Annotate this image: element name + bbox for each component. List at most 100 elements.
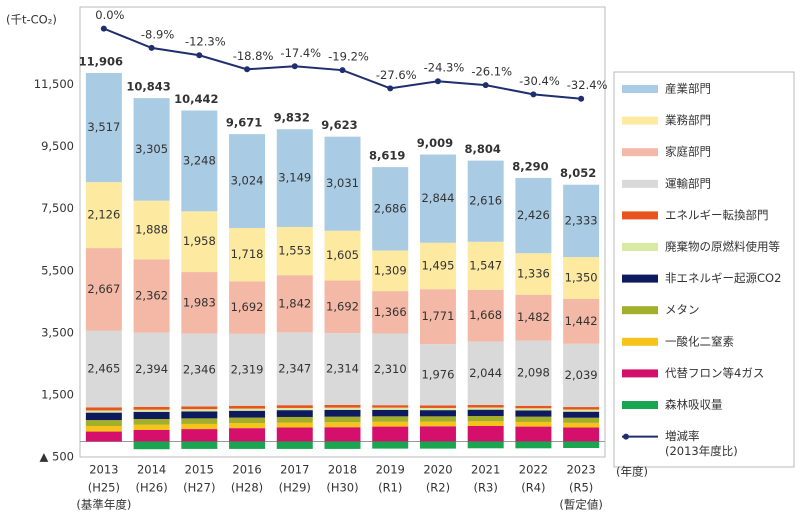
segment-label: 1,958 <box>183 234 216 248</box>
bar-segment <box>324 441 361 449</box>
legend-swatch <box>622 274 658 283</box>
segment-label: 1,692 <box>326 299 359 313</box>
x-tick-sublabel: (R3) <box>474 481 498 495</box>
bar-segment <box>563 427 600 442</box>
legend-swatch <box>622 148 658 157</box>
legend-swatch <box>622 116 658 125</box>
segment-label: 1,350 <box>565 271 598 285</box>
segment-label: 3,517 <box>87 120 120 134</box>
bar-segment <box>133 441 170 450</box>
bar-segment <box>419 410 456 417</box>
segment-label: 1,771 <box>421 309 454 323</box>
bar-segment <box>276 427 313 442</box>
legend-label: 廃棄物の原燃料使用等 <box>665 240 780 254</box>
total-label: 8,052 <box>560 166 596 180</box>
bar-segment <box>85 410 122 413</box>
total-label: 9,009 <box>417 136 453 150</box>
total-label: 8,290 <box>512 159 548 173</box>
segment-label: 2,465 <box>87 362 120 376</box>
bar-segment <box>467 416 504 422</box>
legend-label: 一酸化二窒素 <box>665 334 734 348</box>
bar-segment <box>467 289 504 342</box>
bar-segment <box>372 167 409 251</box>
bar-segment <box>515 421 552 427</box>
legend-swatch <box>622 306 658 315</box>
legend-swatch <box>622 337 658 346</box>
bar-segment <box>229 428 266 442</box>
x-tick-label: 2022 <box>519 463 548 477</box>
total-label: 10,843 <box>126 80 170 94</box>
total-label: 8,619 <box>369 149 405 163</box>
x-tick-sublabel: (R4) <box>521 481 545 495</box>
legend-label: エネルギー転換部門 <box>665 208 769 222</box>
legend-label: 産業部門 <box>665 82 711 96</box>
legend-note: (2013年度比) <box>665 444 738 458</box>
bar-segment <box>181 211 218 273</box>
segment-label: 1,842 <box>278 296 311 310</box>
bar-segment <box>181 272 218 334</box>
segment-label: 2,039 <box>565 368 598 382</box>
bar-segment <box>85 412 122 421</box>
line-point <box>291 63 298 70</box>
bar-segment <box>563 417 600 423</box>
bar-segment <box>563 409 600 412</box>
line-point <box>148 44 155 51</box>
total-label: 8,804 <box>464 142 500 156</box>
y-tick-label: 11,500 <box>34 77 74 91</box>
x-tick-sublabel: (H29) <box>279 481 311 495</box>
segment-label: 3,305 <box>135 142 168 156</box>
x-tick-sublabel: (H25) <box>88 481 120 495</box>
legend-swatch <box>622 369 658 378</box>
line-label: -32.4% <box>567 78 608 92</box>
bar-segment <box>276 441 313 449</box>
segment-label: 2,347 <box>278 361 311 375</box>
segment-label: 1,336 <box>517 266 550 280</box>
x-tick-sublabel: (H27) <box>183 481 215 495</box>
bar-segment <box>181 429 218 442</box>
bar-segment <box>515 441 552 449</box>
segment-label: 1,553 <box>278 244 311 258</box>
bar-segment <box>419 426 456 442</box>
segment-label: 1,983 <box>183 295 216 309</box>
segment-label: 1,547 <box>469 258 502 272</box>
bar-segment <box>324 404 361 408</box>
legend-label: メタン <box>665 303 700 317</box>
bar-segment <box>181 409 218 412</box>
legend-label: 家庭部門 <box>665 145 711 159</box>
bar-segment <box>324 416 361 423</box>
bar-segment <box>515 253 552 295</box>
bar-segment <box>563 441 600 448</box>
bar-segment <box>419 405 456 408</box>
bar-segment <box>467 160 504 242</box>
bar-segment <box>419 407 456 411</box>
segment-label: 2,616 <box>469 194 502 208</box>
bar-segment <box>229 423 266 429</box>
bar-segment <box>133 411 170 419</box>
segment-label: 1,482 <box>517 310 550 324</box>
segment-label: 1,976 <box>421 367 454 381</box>
bar-segment <box>229 405 266 409</box>
legend-label: 運輸部門 <box>665 176 711 190</box>
x-tick-sublabel: (R2) <box>426 481 450 495</box>
bar-segment <box>85 330 122 408</box>
line-label: -17.4% <box>280 46 321 60</box>
bar-segment <box>324 333 361 405</box>
legend-swatch <box>622 243 658 251</box>
segment-label: 3,024 <box>231 174 264 188</box>
segment-label: 2,310 <box>374 362 407 376</box>
bar-segment <box>276 405 313 408</box>
line-label: -26.1% <box>471 65 512 79</box>
x-tick-label: 2014 <box>137 463 166 477</box>
bar-segment <box>515 340 552 406</box>
bar-segment <box>563 422 600 428</box>
bar-segment <box>467 409 504 417</box>
segment-label: 2,394 <box>135 362 168 376</box>
bar-segment <box>85 420 122 426</box>
total-label: 9,623 <box>321 118 357 132</box>
bar-segment <box>467 407 504 410</box>
legend-label: 増減率 <box>665 429 700 443</box>
bar-segment <box>133 406 170 410</box>
segment-label: 2,044 <box>469 366 502 380</box>
line-label: -19.2% <box>328 50 369 64</box>
